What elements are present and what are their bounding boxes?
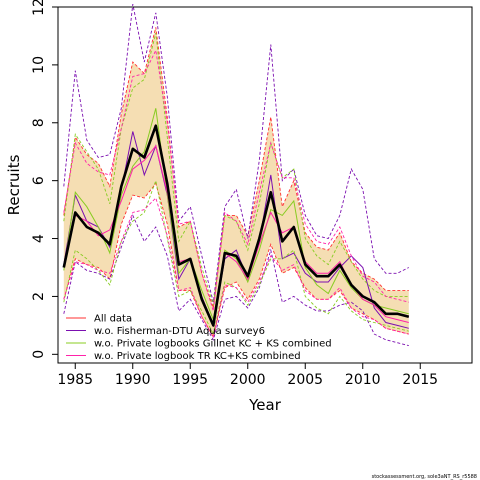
series-2-line — [63, 108, 409, 322]
footer-credit: stockassessment.org, sole3aNT_RS_r5588 — [372, 474, 477, 480]
main-estimate-layer — [62, 124, 410, 327]
y-tick-label: 10 — [31, 56, 47, 74]
y-axis: 0 2 4 6 8 10 12 — [31, 0, 58, 359]
x-tick-label: 2005 — [287, 372, 323, 388]
main-estimate-line — [62, 124, 410, 327]
x-axis: 1985 1990 1995 2000 2005 2010 2015 — [57, 363, 438, 388]
y-tick-label: 8 — [31, 118, 47, 127]
series-3-upper-bound — [63, 48, 409, 312]
confidence-band — [63, 27, 409, 338]
legend-label-0: All data — [94, 314, 132, 325]
series-1-upper-bound — [63, 4, 410, 303]
x-tick-label: 1995 — [172, 372, 208, 388]
legend-label-2: w.o. Private logbooks Gillnet KC + KS co… — [94, 339, 332, 350]
plot-frame — [57, 6, 473, 364]
series-3-lower-bound — [63, 197, 409, 339]
y-axis-title: Recruits — [5, 154, 23, 215]
x-tick-label: 2000 — [230, 372, 266, 388]
y-tick-label: 4 — [31, 234, 47, 243]
legend-label-1: w.o. Fisherman-DTU Aqua survey6 — [94, 326, 265, 337]
series-0-lower-bound — [63, 182, 409, 339]
y-tick-label: 12 — [31, 0, 47, 16]
y-tick-label: 2 — [31, 292, 47, 301]
x-tick-label: 2010 — [345, 372, 381, 388]
x-tick-label: 1985 — [57, 372, 93, 388]
x-tick-label: 1990 — [115, 372, 151, 388]
y-tick-label: 0 — [31, 350, 47, 359]
series-1-lower-bound — [63, 214, 409, 347]
y-tick-label: 6 — [31, 176, 47, 185]
x-axis-title: Year — [248, 396, 282, 414]
legend-label-3: w.o. Private logbook TR KC+KS combined — [94, 351, 301, 362]
confidence-band-layer — [63, 27, 409, 338]
x-tick-label: 2015 — [402, 372, 438, 388]
